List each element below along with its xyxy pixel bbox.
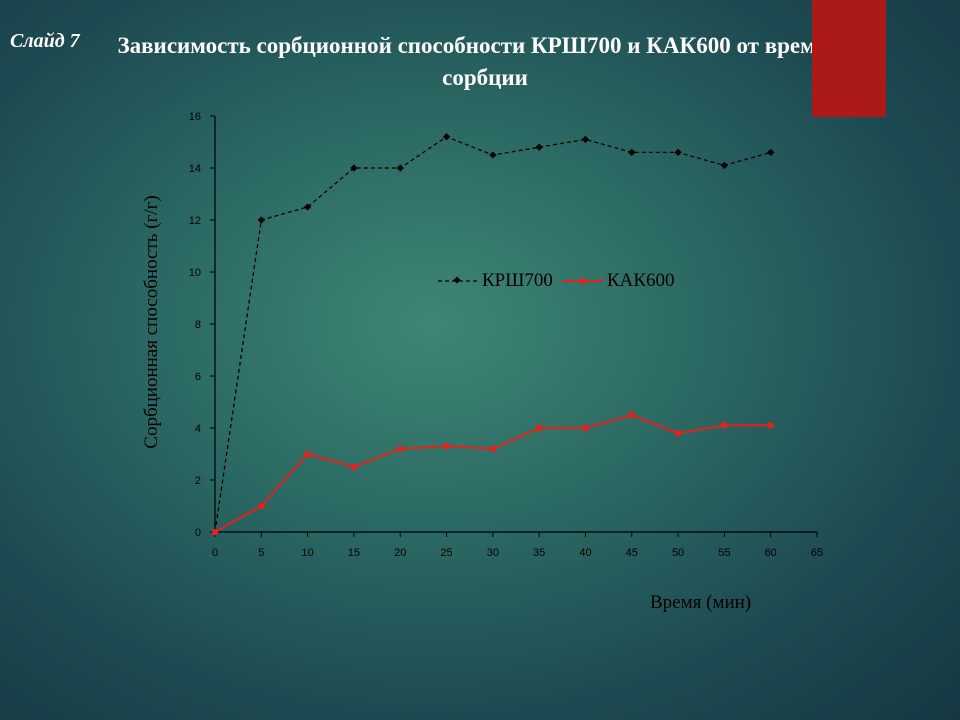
- x-tick-label: 10: [301, 547, 313, 559]
- series-2-point: [397, 445, 404, 452]
- legend-item-series-2: КАК600: [562, 270, 675, 292]
- series-2-point: [211, 528, 219, 536]
- y-tick-label: 6: [195, 371, 201, 383]
- legend-swatch-series-2: [562, 278, 603, 284]
- x-tick-label: 50: [672, 547, 684, 559]
- series-1-point: [628, 148, 636, 157]
- series-1-point: [674, 148, 682, 157]
- x-tick-label: 25: [440, 547, 452, 559]
- y-tick-label: 14: [189, 163, 201, 175]
- x-tick-label: 20: [394, 547, 406, 559]
- x-tick-label: 35: [533, 547, 545, 559]
- x-tick-label: 15: [348, 547, 360, 559]
- y-tick-label: 10: [189, 267, 201, 279]
- x-tick-label: 30: [487, 547, 499, 559]
- series-1-point: [767, 148, 775, 157]
- series-2-point: [767, 422, 774, 429]
- x-tick-label: 40: [579, 547, 591, 559]
- x-tick-label: 65: [811, 547, 823, 559]
- series-2-point: [535, 424, 543, 432]
- y-tick-label: 0: [195, 527, 201, 539]
- series-2-point: [489, 445, 497, 452]
- y-tick-label: 16: [189, 111, 201, 123]
- series-line-1: [214, 136, 771, 533]
- legend-label-series-1: КРШ700: [482, 270, 553, 291]
- x-tick-label: 5: [258, 547, 264, 559]
- series-2-point: [674, 430, 682, 437]
- series-2-point: [721, 422, 728, 429]
- series-1-point: [720, 161, 729, 170]
- x-tick-label: 60: [765, 547, 777, 559]
- chart-legend: КРШ700 КАК600: [438, 270, 685, 292]
- accent-tab: [812, 0, 886, 117]
- legend-label-series-2: КАК600: [606, 270, 675, 291]
- slide-number-label: Слайд 7: [10, 30, 80, 52]
- series-1-point: [535, 143, 543, 151]
- series-line-2: [214, 413, 771, 533]
- legend-swatch-series-1: [438, 276, 478, 284]
- series-1-point: [442, 133, 451, 141]
- x-tick-label: 45: [626, 547, 638, 559]
- legend-item-series-1: КРШ700: [438, 270, 553, 292]
- x-tick-label: 55: [718, 547, 730, 559]
- series-2-point: [443, 443, 450, 450]
- series-1-point: [257, 216, 265, 224]
- series-2-point: [258, 502, 265, 510]
- series-2-point: [350, 463, 358, 471]
- series-2-point: [582, 424, 589, 432]
- y-tick-label: 12: [189, 215, 201, 227]
- series-2-point: [628, 411, 635, 419]
- series-1-point: [396, 164, 404, 172]
- y-tick-label: 8: [195, 319, 201, 331]
- x-tick-label: 0: [212, 547, 218, 559]
- x-axis-label: Время (мин): [650, 592, 752, 613]
- series-1-point: [489, 151, 497, 159]
- slide-title: Зависимость сорбционной способности КРШ7…: [117, 33, 853, 90]
- y-tick-label: 2: [195, 475, 201, 487]
- series-1-point: [581, 135, 590, 144]
- y-axis-label: Сорбционная способность (г/г): [141, 195, 162, 449]
- y-tick-label: 4: [195, 423, 201, 435]
- series-1-point: [303, 203, 312, 211]
- series-2-point: [304, 450, 311, 458]
